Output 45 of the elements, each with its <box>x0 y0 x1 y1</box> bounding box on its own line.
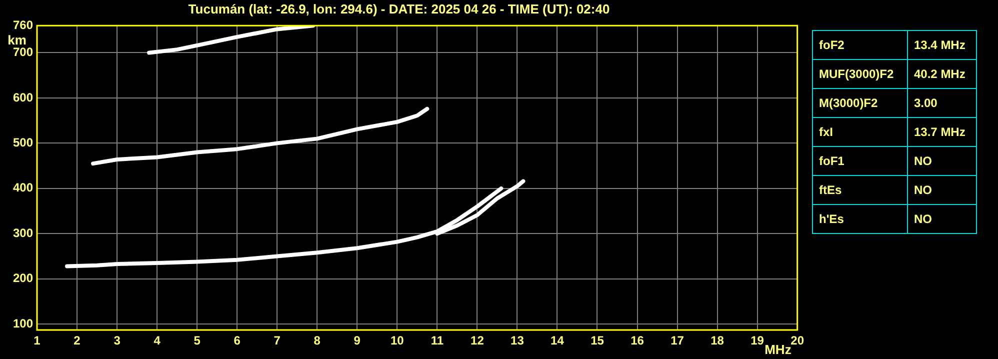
y-tick-label: 760 <box>12 18 34 32</box>
text: ftEs <box>812 176 908 204</box>
y-tick-label: 600 <box>12 90 34 104</box>
x-tick-label: 12 <box>470 334 484 348</box>
text: foF2 <box>812 30 908 60</box>
text: 13.7 MHz <box>908 118 976 146</box>
text: fxI <box>812 118 908 146</box>
x-tick-label: 18 <box>710 334 724 348</box>
y-tick-label: 100 <box>12 316 34 330</box>
text: h'Es <box>812 204 908 234</box>
chart-title: Tucumán (lat: -26.9, lon: 294.6) - DATE: 2025 04 26 - TIME (UT): 02:40 <box>188 1 610 16</box>
text: MUF(3000)F2 <box>812 60 908 88</box>
text: 3.00 <box>908 88 976 118</box>
text: NO <box>908 204 976 234</box>
x-axis-title: MHz <box>764 342 792 358</box>
x-tick-label: 16 <box>630 334 644 348</box>
x-tick-label: 1 <box>34 334 41 348</box>
text: NO <box>908 176 976 204</box>
x-tick-label: 17 <box>670 334 684 348</box>
x-tick-label: 19 <box>750 334 764 348</box>
x-tick-label: 20 <box>790 334 804 348</box>
x-tick-label: 9 <box>354 334 361 348</box>
x-tick-label: 14 <box>550 334 564 348</box>
x-tick-label: 7 <box>274 334 281 348</box>
x-tick-label: 15 <box>590 334 604 348</box>
x-tick-label: 5 <box>194 334 201 348</box>
x-tick-label: 6 <box>234 334 241 348</box>
x-tick-label: 10 <box>390 334 404 348</box>
x-tick-label: 3 <box>114 334 121 348</box>
text: 13.4 MHz <box>908 30 976 60</box>
x-tick-label: 8 <box>314 334 321 348</box>
x-tick-label: 4 <box>154 334 161 348</box>
x-tick-label: 11 <box>430 334 444 348</box>
y-axis-title: km <box>8 32 26 48</box>
y-tick-label: 700 <box>12 45 34 60</box>
y-tick-label: 300 <box>12 226 34 240</box>
text: M(3000)F2 <box>812 88 908 118</box>
text: NO <box>908 146 976 176</box>
x-tick-label: 2 <box>74 334 81 348</box>
x-tick-label: 13 <box>510 334 524 348</box>
y-tick-label: 400 <box>12 180 34 195</box>
text: 40.2 MHz <box>908 60 976 88</box>
y-tick-label: 200 <box>12 271 34 286</box>
y-tick-label: 500 <box>12 136 34 150</box>
text: foF1 <box>812 146 908 176</box>
